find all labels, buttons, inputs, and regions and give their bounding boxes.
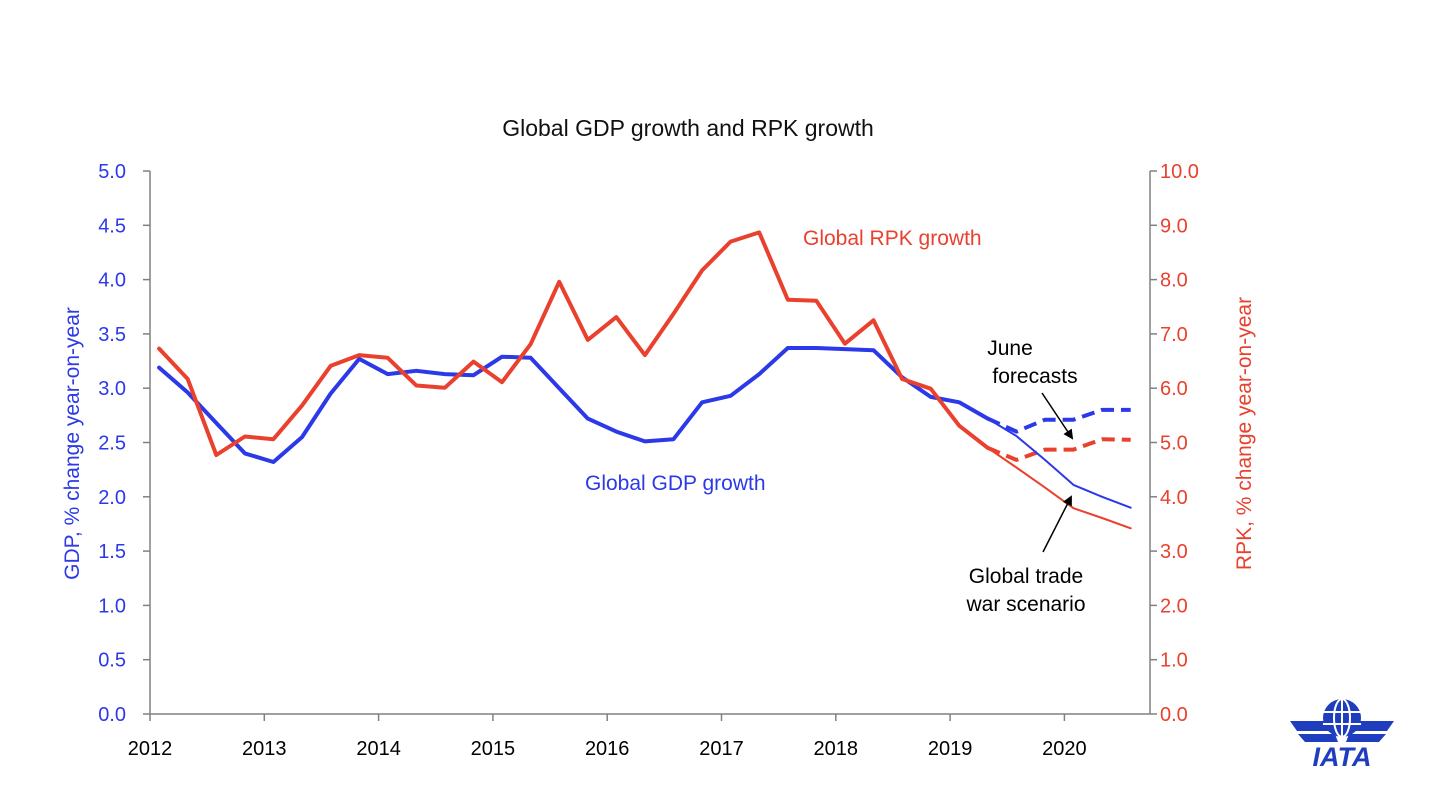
series-line-5 [986, 446, 1132, 530]
x-tick-label: 2014 [356, 738, 401, 760]
x-tick-label: 2018 [814, 738, 859, 760]
x-tick-label: 2016 [585, 738, 630, 760]
y-left-tick-label: 2.0 [98, 487, 126, 509]
y-right-tick-label: 4.0 [1160, 487, 1188, 509]
annotation-june-arrow [1041, 392, 1074, 440]
y-right-tick-label: 7.0 [1160, 324, 1188, 346]
y-left-tick-label: 3.5 [98, 324, 126, 346]
y-right-tick-label: 5.0 [1160, 433, 1188, 455]
y-right-tick-label: 10.0 [1160, 161, 1199, 183]
x-tick-label: 2020 [1042, 738, 1087, 760]
y-left-tick-label: 2.5 [98, 433, 126, 455]
y-right-tick-label: 8.0 [1160, 270, 1188, 292]
y-right-tick-label: 1.0 [1160, 650, 1188, 672]
annotation-trade-line1: Global trade [969, 565, 1083, 588]
y-right-tick-label: 2.0 [1160, 595, 1188, 617]
y-left-tick-label: 5.0 [98, 161, 126, 183]
logo-text: IATA [1313, 742, 1372, 772]
y-left-tick-label: 1.5 [98, 541, 126, 563]
annotation-rpk-label: Global RPK growth [803, 227, 982, 250]
chart-title: Global GDP growth and RPK growth [502, 115, 874, 141]
y-right-tick-label: 0.0 [1160, 704, 1188, 726]
y-left-tick-label: 3.0 [98, 378, 126, 400]
series-group [157, 230, 1132, 530]
annotation-june-line1: June [987, 337, 1033, 360]
y-left-tick-label: 4.5 [98, 215, 126, 237]
annotation-gdp-label: Global GDP growth [585, 472, 766, 495]
y-axis-right-label: RPK, % change year-on-year [1233, 297, 1256, 570]
series-line-4 [986, 417, 1132, 509]
series-line-1 [157, 230, 990, 457]
y-left-tick-label: 0.5 [98, 650, 126, 672]
series-line-0 [157, 346, 990, 464]
iata-logo: IATA [1290, 698, 1394, 772]
y-right-tick-label: 3.0 [1160, 541, 1188, 563]
annotation-trade-arrow [1042, 495, 1072, 553]
y-right-tick-label: 6.0 [1160, 378, 1188, 400]
y-axis-left-label: GDP, % change year-on-year [61, 307, 84, 580]
series-line-2 [986, 407, 1131, 434]
y-right-tick-label: 9.0 [1160, 215, 1188, 237]
y-left-tick-label: 4.0 [98, 270, 126, 292]
x-tick-label: 2013 [242, 738, 287, 760]
x-tick-label: 2015 [471, 738, 516, 760]
x-tick-label: 2012 [128, 738, 173, 760]
series-line-3 [987, 437, 1131, 462]
y-left-tick-label: 0.0 [98, 704, 126, 726]
x-tick-label: 2017 [699, 738, 744, 760]
axes: 0.0 0.5 1.0 1.5 2.0 2.5 3.0 3.5 4.0 4.5 5.0 0.0 1.0 2… [61, 161, 1256, 760]
annotation-june-line2: forecasts [992, 365, 1077, 388]
y-left-tick-label: 1.0 [98, 595, 126, 617]
x-tick-label: 2019 [928, 738, 973, 760]
annotation-trade-line2: war scenario [965, 593, 1085, 616]
